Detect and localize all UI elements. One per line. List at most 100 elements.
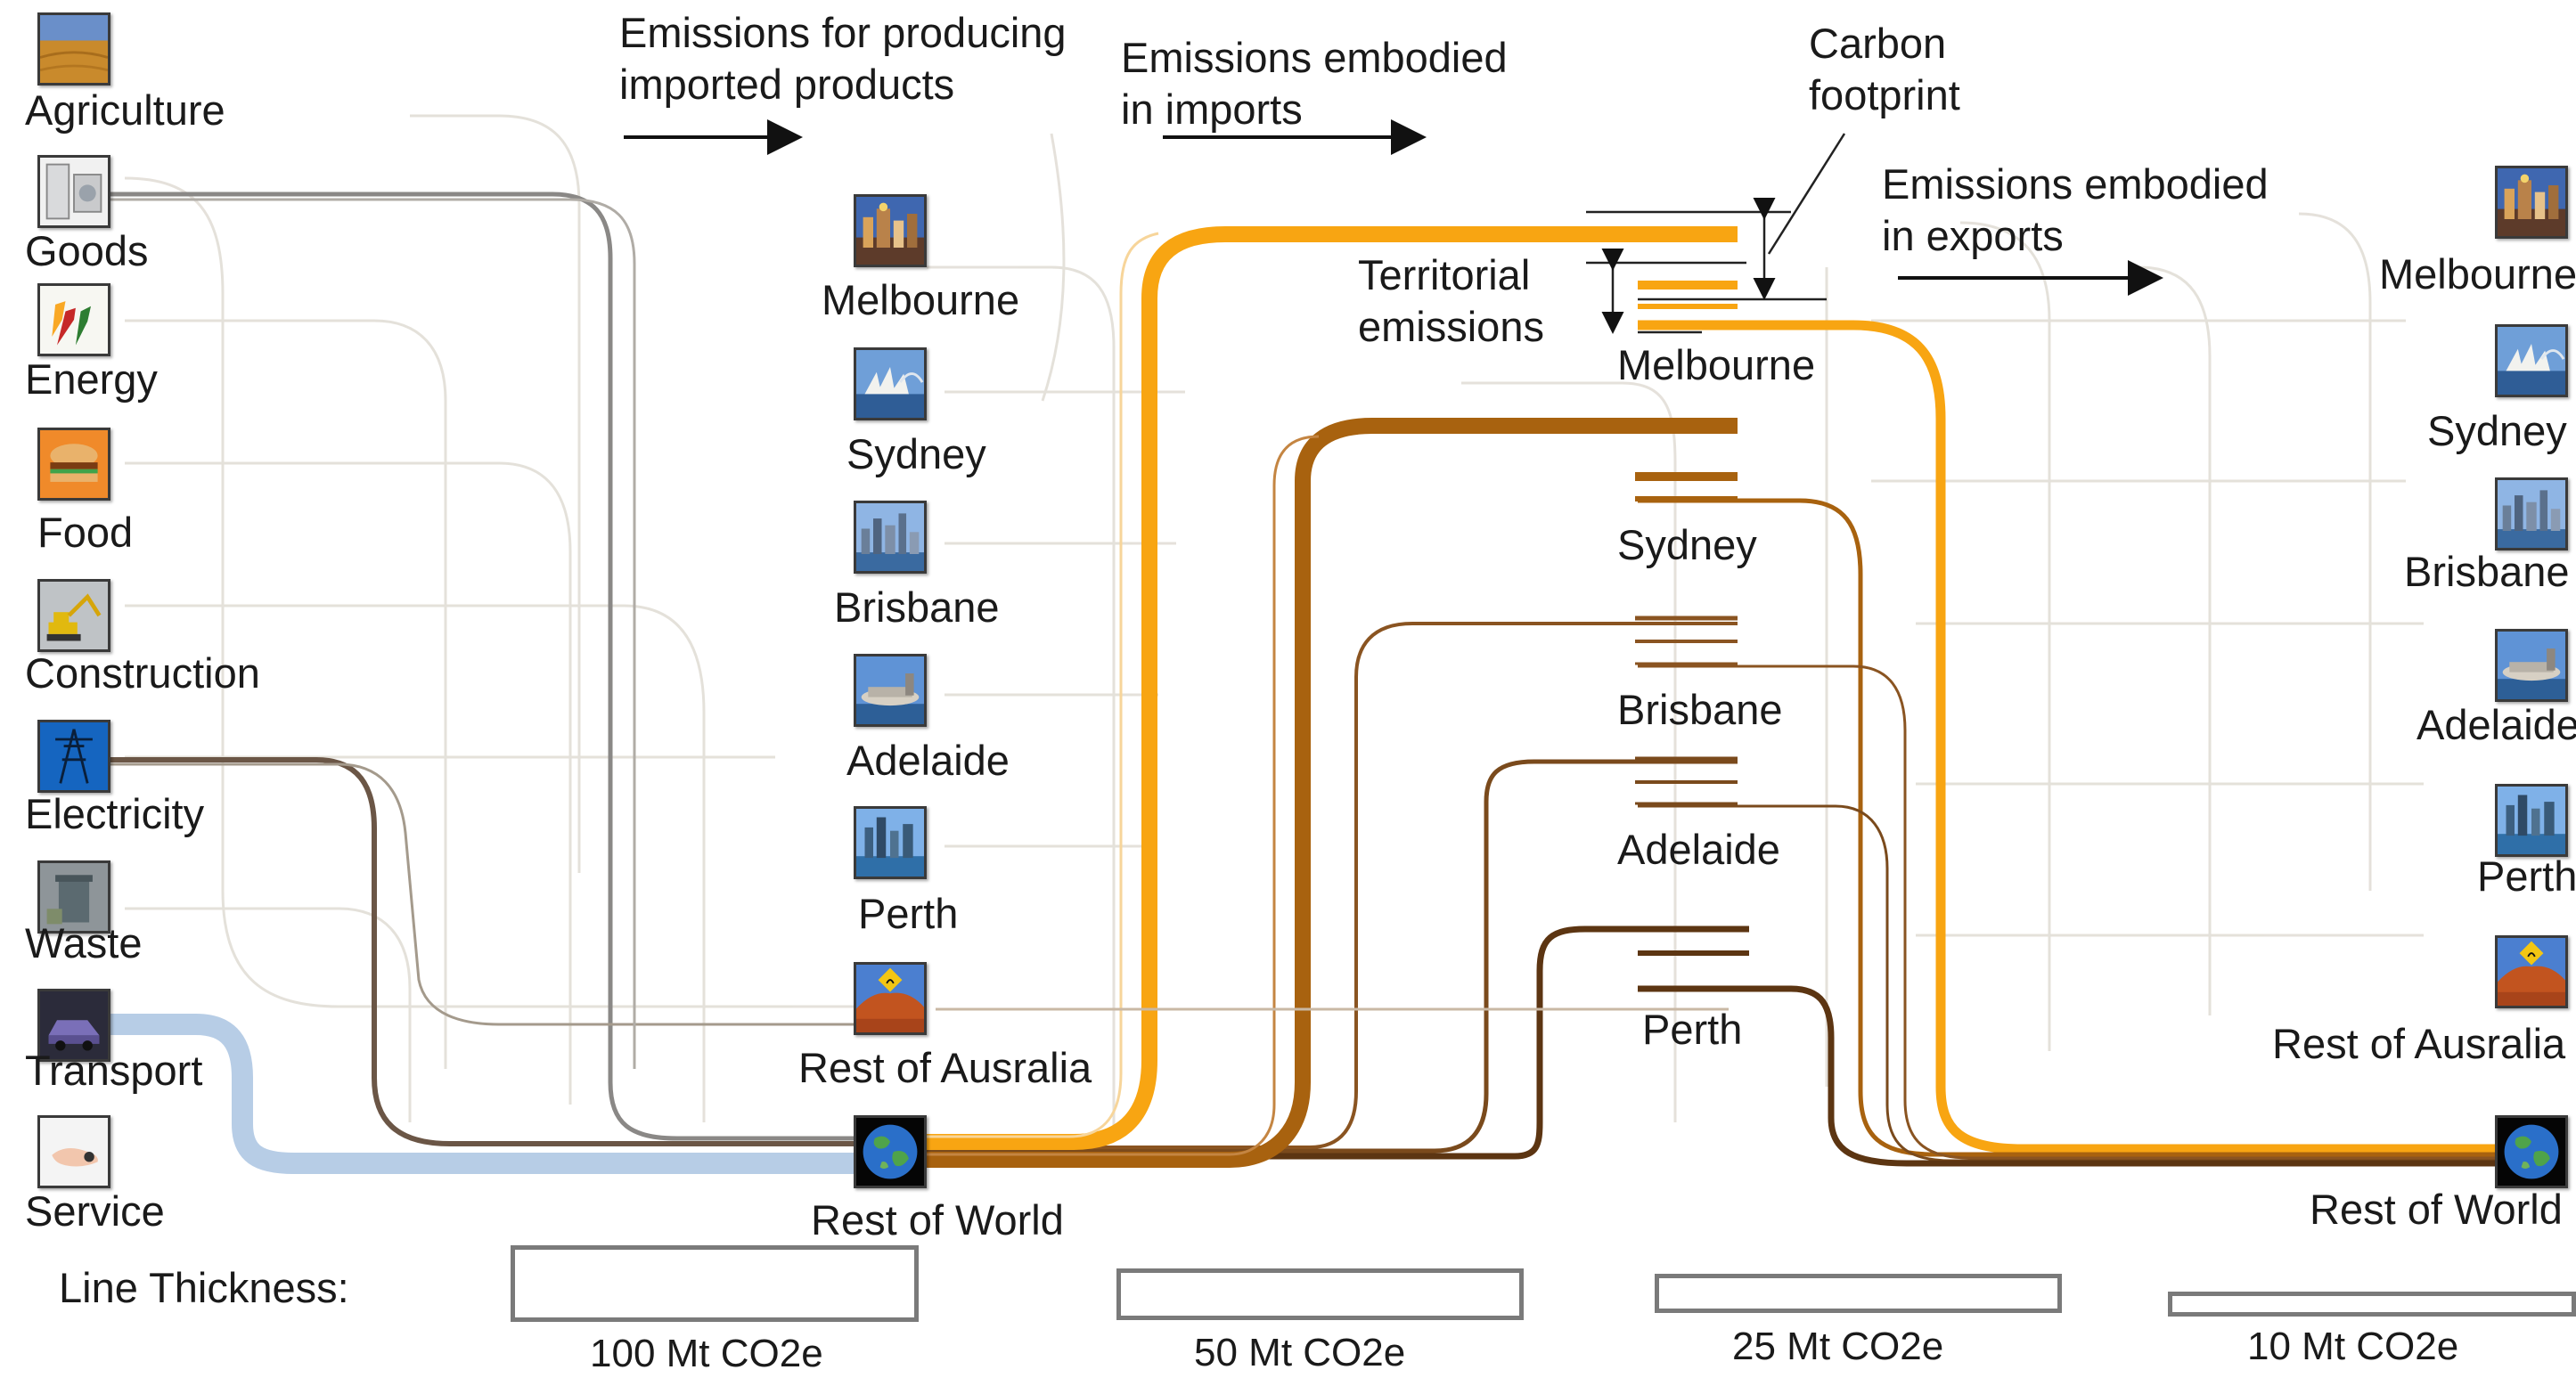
power-pylon-icon (37, 720, 110, 793)
sector-label-waste: Waste (25, 919, 143, 966)
waste-bin-icon (37, 860, 110, 934)
melbourne-import-minor-flow (927, 232, 1159, 1138)
export-label-brisbane: Brisbane (2404, 548, 2570, 595)
export-label-melbourne: Melbourne (2379, 250, 2576, 298)
sydney-opera-house-icon (854, 347, 927, 420)
import-label-brisbane: Brisbane (834, 583, 1000, 631)
uluru-kangaroo-icon (2495, 935, 2568, 1008)
legend-label-25: 25 Mt CO2e (1732, 1325, 1944, 1368)
header-territorial: Territorial emissions (1358, 249, 1544, 353)
adelaide-oval-icon (854, 654, 927, 727)
import-label-melbourne: Melbourne (822, 276, 1020, 323)
header-exports-line1: Emissions embodied (1882, 160, 2269, 208)
adelaide-import-flow (927, 759, 1738, 1154)
melbourne-city-icon (2495, 166, 2568, 239)
export-label-adelaide: Adelaide (2417, 701, 2576, 748)
sydney-export-flow (1638, 498, 2504, 1157)
brisbane-export-flow (1638, 665, 2504, 1160)
header-producing: Emissions for producing imported product… (619, 7, 1067, 110)
header-producing-line2: imported products (619, 61, 955, 108)
sector-label-transport: Transport (25, 1047, 203, 1094)
legend-label-50: 50 Mt CO2e (1194, 1331, 1406, 1374)
legend-swatch-100 (511, 1245, 919, 1322)
appliances-icon (37, 155, 110, 228)
perth-skyline-icon (854, 806, 927, 879)
legend-label-100: 100 Mt CO2e (590, 1332, 823, 1375)
legend-swatch-10 (2168, 1292, 2576, 1317)
header-arrows (624, 119, 2163, 296)
perth-skyline-icon (2495, 784, 2568, 857)
footprint-brackets (1586, 133, 1846, 334)
sector-label-construction: Construction (25, 649, 260, 697)
header-carbon-footprint: Carbon footprint (1809, 18, 1960, 121)
wheat-field-icon (37, 12, 110, 86)
export-label-perth: Perth (2477, 852, 2576, 900)
import-label-rest-of-australia: Rest of Ausralia (798, 1044, 1092, 1091)
brisbane-import-flow (927, 622, 1738, 1149)
city-label-brisbane: Brisbane (1617, 686, 1783, 733)
sector-label-food: Food (37, 509, 134, 556)
city-label-melbourne: Melbourne (1617, 341, 1816, 388)
goods-minor-flow (107, 198, 636, 1069)
header-producing-line1: Emissions for producing (619, 9, 1067, 56)
header-exports-line2: in exports (1882, 212, 2064, 259)
legend-label-10: 10 Mt CO2e (2247, 1325, 2459, 1368)
header-imports-line2: in imports (1121, 86, 1303, 133)
melbourne-import-flow (927, 226, 1738, 1150)
electricity-minor-flow (107, 762, 855, 1026)
globe-icon (854, 1115, 927, 1188)
car-icon (37, 989, 110, 1062)
import-label-perth: Perth (858, 890, 959, 937)
export-label-rest-of-australia: Rest of Ausralia (2272, 1020, 2566, 1067)
city-label-adelaide: Adelaide (1617, 826, 1780, 873)
header-imports: Emissions embodied in imports (1121, 32, 1508, 135)
transport-flow (107, 1014, 855, 1174)
export-label-rest-of-world: Rest of World (2310, 1186, 2563, 1233)
electricity-flow (107, 757, 855, 1146)
header-imports-line1: Emissions embodied (1121, 34, 1508, 81)
sector-label-goods: Goods (25, 227, 149, 274)
header-carbon-line2: footprint (1809, 71, 1960, 118)
import-label-sydney: Sydney (846, 430, 986, 477)
uluru-kangaroo-icon (854, 962, 927, 1035)
excavator-icon (37, 579, 110, 652)
hand-icon (37, 1115, 110, 1188)
import-label-adelaide: Adelaide (846, 737, 1010, 784)
export-label-sydney: Sydney (2427, 407, 2567, 454)
perth-import-flow (927, 925, 1749, 1160)
city-label-perth: Perth (1642, 1006, 1743, 1053)
brisbane-skyline-icon (854, 501, 927, 574)
import-flows (927, 226, 1749, 1168)
header-territorial-line1: Territorial (1358, 251, 1531, 298)
city-label-sydney: Sydney (1617, 521, 1757, 568)
melbourne-city-icon (854, 194, 927, 267)
legend-title: Line Thickness: (59, 1264, 349, 1311)
sector-label-energy: Energy (25, 355, 158, 403)
sector-label-service: Service (25, 1187, 165, 1235)
import-label-rest-of-world: Rest of World (811, 1196, 1064, 1243)
legend-swatch-25 (1655, 1274, 2062, 1313)
sydney-opera-house-icon (2495, 324, 2568, 397)
globe-icon (2495, 1115, 2568, 1188)
legend-swatch-50 (1116, 1268, 1524, 1320)
sector-label-agriculture: Agriculture (25, 86, 225, 134)
export-flows (1638, 320, 2504, 1167)
background-network (124, 114, 2424, 1140)
header-exports: Emissions embodied in exports (1882, 159, 2269, 262)
goods-flow (107, 192, 855, 1141)
sector-flows (107, 192, 855, 1174)
sydney-import-minor-flow (927, 435, 1320, 1156)
header-carbon-line1: Carbon (1809, 20, 1947, 67)
sector-label-electricity: Electricity (25, 790, 205, 837)
brisbane-skyline-icon (2495, 477, 2568, 550)
adelaide-oval-icon (2495, 629, 2568, 702)
burger-icon (37, 428, 110, 501)
adelaide-export-flow (1638, 804, 2504, 1162)
melbourne-export-flow (1638, 320, 2504, 1154)
fuel-nozzle-icon (37, 283, 110, 356)
perth-export-flow (1638, 985, 2504, 1167)
header-territorial-line2: emissions (1358, 303, 1544, 350)
sydney-import-flow (927, 418, 1738, 1168)
